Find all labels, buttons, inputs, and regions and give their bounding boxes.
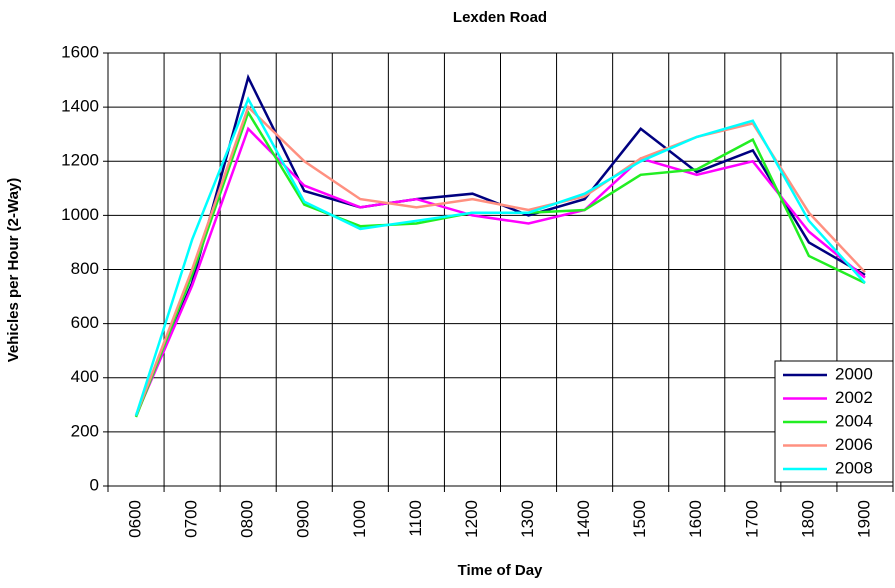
legend-label: 2006	[835, 435, 873, 454]
x-tick-label: 0700	[182, 500, 201, 538]
x-tick-label: 1200	[462, 500, 481, 538]
y-tick-label: 200	[71, 421, 99, 440]
x-tick-label: 1500	[630, 500, 649, 538]
y-tick-label: 800	[71, 259, 99, 278]
x-tick-label: 1100	[406, 500, 425, 537]
y-tick-label: 1400	[61, 97, 99, 116]
x-tick-label: 0900	[294, 500, 313, 538]
x-tick-label: 1800	[798, 500, 817, 538]
legend-label: 2002	[835, 388, 873, 407]
y-tick-label: 600	[71, 313, 99, 332]
x-tick-label: 1900	[854, 500, 873, 538]
x-tick-label: 1300	[518, 500, 537, 538]
legend-label: 2008	[835, 458, 873, 477]
y-tick-label: 1200	[61, 151, 99, 170]
x-tick-label: 0800	[238, 500, 257, 538]
y-axis-title: Vehicles per Hour (2-Way)	[5, 178, 22, 363]
legend-label: 2000	[835, 364, 873, 383]
legend-label: 2004	[835, 411, 873, 430]
x-axis-title: Time of Day	[458, 562, 543, 579]
y-tick-label: 1000	[61, 205, 99, 224]
y-tick-label: 0	[90, 475, 99, 494]
series-line	[134, 96, 866, 416]
y-tick-label: 400	[71, 367, 99, 386]
series-line	[134, 126, 866, 417]
x-tick-label: 1000	[350, 500, 369, 538]
chart-title: Lexden Road	[453, 9, 547, 26]
x-tick-label: 0600	[126, 500, 145, 538]
x-tick-label: 1400	[574, 500, 593, 538]
y-tick-label: 1600	[61, 42, 99, 61]
x-tick-label: 1700	[742, 500, 761, 538]
x-tick-label: 1600	[686, 500, 705, 538]
